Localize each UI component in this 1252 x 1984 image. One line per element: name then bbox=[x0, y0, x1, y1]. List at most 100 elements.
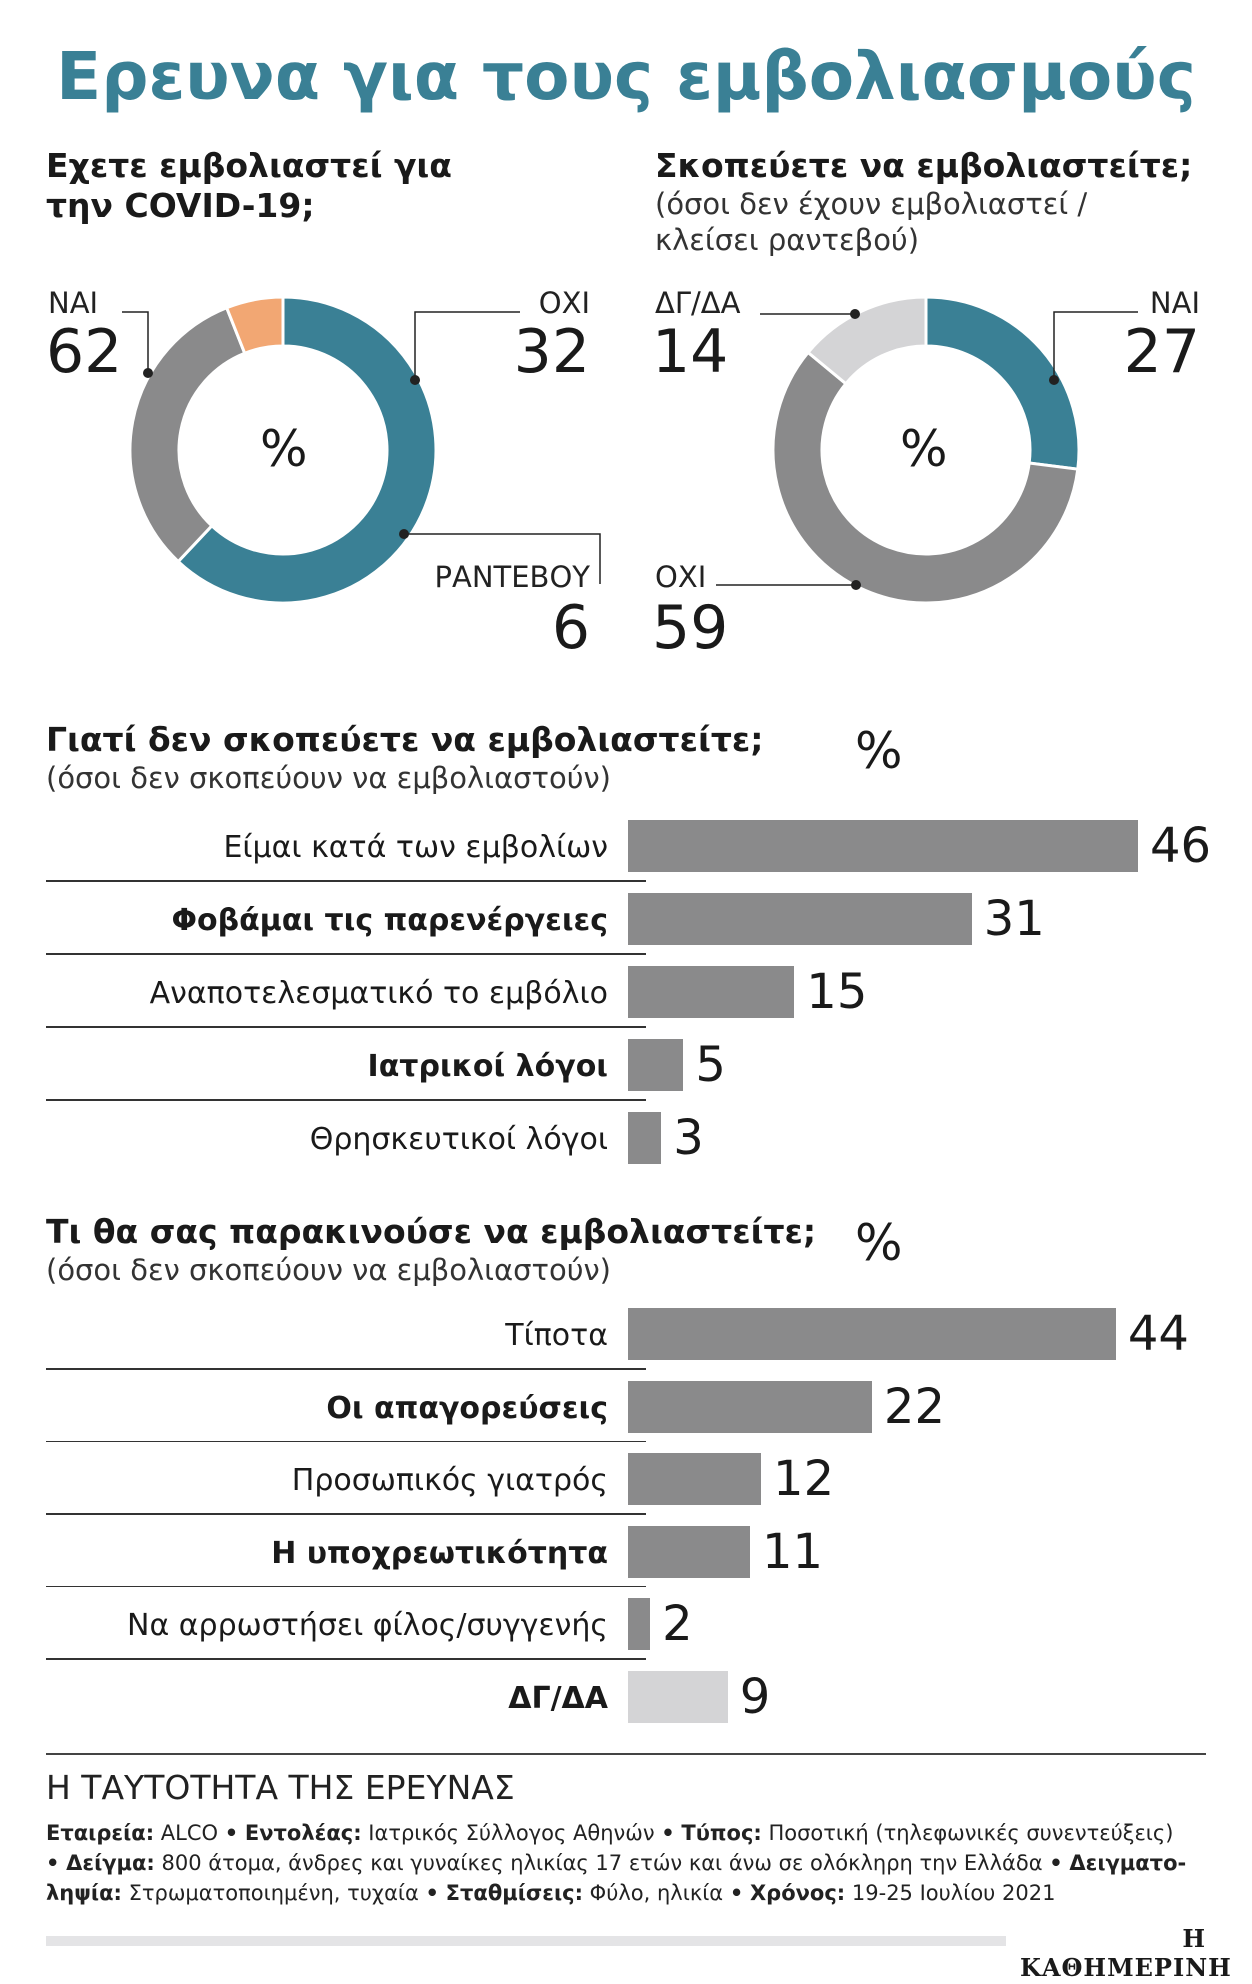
bars1-separator-2 bbox=[46, 1026, 646, 1028]
donut1-title-line1: Εχετε εμβολιαστεί για bbox=[46, 146, 452, 185]
bullet: • bbox=[224, 1821, 239, 1845]
bars1-value-2: 15 bbox=[806, 964, 868, 1020]
bars1-bar-1 bbox=[628, 893, 972, 945]
bars2-value-2: 12 bbox=[773, 1451, 835, 1507]
donut2-nai-value: 27 bbox=[1123, 317, 1200, 387]
donut2-subtitle-line2: κλείσει ραντεβού) bbox=[655, 223, 920, 257]
bars2-bar-0 bbox=[628, 1308, 1116, 1360]
bars2-separator-4 bbox=[46, 1658, 646, 1660]
donut2-slice-2 bbox=[805, 295, 928, 386]
bars2-label-0: Τίποτα bbox=[505, 1318, 608, 1353]
donut2-ring bbox=[771, 295, 1081, 605]
donut2-percent-symbol: % bbox=[900, 420, 948, 478]
bars2-separator-0 bbox=[46, 1368, 646, 1370]
bars1-bar-4 bbox=[628, 1112, 662, 1164]
bars2-value-1: 22 bbox=[883, 1378, 945, 1435]
sampling-label-part1: Δειγματο- bbox=[1069, 1851, 1187, 1875]
bars1-separator-0 bbox=[46, 880, 646, 882]
bars2-bar-4 bbox=[628, 1598, 651, 1650]
leader-line-oxi-1 bbox=[414, 311, 520, 380]
bars1-value-3: 5 bbox=[695, 1037, 726, 1093]
footer-details: Εταιρεία: ALCO • Εντολέας: Ιατρικός Σύλλ… bbox=[46, 1818, 1186, 1908]
sample-label: Δείγμα: bbox=[66, 1851, 155, 1875]
bars2-separator-1 bbox=[46, 1440, 646, 1442]
client-label: Εντολέας: bbox=[244, 1821, 362, 1845]
bars1-title-block: Γιατί δεν σκοπεύετε να εμβολιαστείτε; (ό… bbox=[46, 720, 763, 796]
donut2-title: Σκοπεύετε να εμβολιαστείτε; bbox=[655, 146, 1193, 185]
bars1-bar-2 bbox=[628, 966, 795, 1018]
leader-dot-oxi-2 bbox=[851, 580, 861, 590]
footer-bottom-stripe bbox=[46, 1936, 1006, 1946]
leader-line-nai-2 bbox=[1053, 311, 1138, 380]
time-label: Χρόνος: bbox=[749, 1881, 846, 1905]
donut1-ring bbox=[128, 295, 438, 605]
bars1-title: Γιατί δεν σκοπεύετε να εμβολιαστείτε; bbox=[46, 720, 764, 759]
bullet: • bbox=[729, 1881, 744, 1905]
bars2-bar-5 bbox=[628, 1670, 728, 1723]
leader-dot-rantevou bbox=[399, 529, 409, 539]
bars2-value-5: 9 bbox=[739, 1668, 771, 1725]
donut1-slice-1 bbox=[128, 305, 247, 564]
bars2-value-4: 2 bbox=[662, 1596, 693, 1652]
bars2-title-block: Τι θα σας παρακινούσε να εμβολιαστείτε; … bbox=[46, 1212, 816, 1288]
bars1-value-4: 3 bbox=[673, 1110, 704, 1166]
bars1-label-3: Ιατρικοί λόγοι bbox=[367, 1049, 608, 1084]
donut2-dgda-label: ΔΓ/ΔΑ bbox=[655, 286, 741, 320]
type-label: Τύπος: bbox=[681, 1821, 762, 1845]
leader-dot-nai-2 bbox=[1049, 375, 1059, 385]
donut2-dgda-value: 14 bbox=[652, 317, 729, 387]
donut2-oxi-label: ΟΧΙ bbox=[655, 560, 707, 594]
brand-logo: Η ΚΑΘΗΜΕΡΙΝΗ bbox=[1020, 1924, 1232, 1982]
weights-value: Φύλο, ηλικία bbox=[589, 1881, 724, 1905]
bars2-percent-symbol: % bbox=[855, 1214, 903, 1272]
client-value: Ιατρικός Σύλλογος Αθηνών bbox=[368, 1821, 655, 1845]
donut1-slice-2 bbox=[224, 295, 285, 356]
weights-label: Σταθμίσεις: bbox=[445, 1881, 583, 1905]
sampling-label-part2: ληψία: bbox=[46, 1881, 122, 1905]
donut1-percent-symbol: % bbox=[260, 420, 308, 478]
leader-line-nai-1 bbox=[122, 311, 149, 373]
sample-value: 800 άτομα, άνδρες και γυναίκες ηλικίας 1… bbox=[161, 1851, 1043, 1875]
donut1-oxi-value: 32 bbox=[513, 317, 590, 387]
donut1-rantevou-value: 6 bbox=[551, 593, 590, 663]
leader-dot-dgda bbox=[850, 309, 860, 319]
bars1-label-2: Αναποτελεσματικό το εμβόλιο bbox=[149, 976, 608, 1011]
donut2-oxi-value: 59 bbox=[652, 593, 729, 663]
donut1-nai-label: ΝΑΙ bbox=[48, 286, 99, 320]
leader-dot-nai-1 bbox=[143, 368, 153, 378]
bars1-percent-symbol: % bbox=[855, 722, 903, 780]
bars2-separator-2 bbox=[46, 1513, 646, 1515]
bars1-label-0: Είμαι κατά των εμβολίων bbox=[223, 830, 608, 865]
donut1-nai-value: 62 bbox=[46, 317, 123, 387]
sampling-value: Στρωματοποιημένη, τυχαία bbox=[128, 1881, 419, 1905]
bars2-bar-1 bbox=[628, 1380, 872, 1433]
bars2-bar-2 bbox=[628, 1453, 762, 1505]
donut-charts-svg bbox=[122, 295, 1138, 605]
bars1-value-0: 46 bbox=[1150, 818, 1212, 874]
donut1-title: Εχετε εμβολιαστεί για την COVID-19; bbox=[46, 146, 452, 226]
footer-divider bbox=[46, 1753, 1206, 1755]
footer-line-1: Εταιρεία: ALCO • Εντολέας: Ιατρικός Σύλλ… bbox=[46, 1818, 1186, 1848]
leader-line-rantevou bbox=[404, 533, 601, 584]
time-value: 19-25 Ιουλίου 2021 bbox=[851, 1881, 1056, 1905]
bars2-label-3: Η υποχρεωτικότητα bbox=[271, 1535, 608, 1571]
bars2-value-3: 11 bbox=[761, 1523, 824, 1580]
bars1-separator-1 bbox=[46, 953, 646, 955]
leader-dot-oxi-1 bbox=[410, 375, 420, 385]
bullet: • bbox=[661, 1821, 675, 1845]
bars1-subtitle: (όσοι δεν σκοπεύουν να εμβολιαστούν) bbox=[46, 761, 611, 795]
bars2-bar-3 bbox=[628, 1525, 750, 1578]
bars1-bar-0 bbox=[628, 820, 1138, 872]
bars2-subtitle: (όσοι δεν σκοπεύουν να εμβολιαστούν) bbox=[46, 1253, 611, 1287]
footer-heading: Η ΤΑΥΤΟΤΗΤΑ ΤΗΣ ΕΡΕΥΝΑΣ bbox=[46, 1768, 515, 1807]
donut1-slice-0 bbox=[176, 295, 438, 605]
main-title: Ερευνα για τους εμβολιασμούς bbox=[56, 38, 1196, 115]
bullet: • bbox=[46, 1851, 60, 1875]
donut1-rantevou-label: ΡΑΝΤΕΒΟΥ bbox=[434, 560, 591, 594]
donut2-slice-1 bbox=[771, 350, 1080, 605]
bullet: • bbox=[425, 1881, 439, 1905]
bars1-label-4: Θρησκευτικοί λόγοι bbox=[309, 1122, 608, 1157]
bars1-bar-3 bbox=[628, 1039, 684, 1091]
donut2-subtitle-line1: (όσοι δεν έχουν εμβολιαστεί / bbox=[655, 187, 1088, 221]
company-label: Εταιρεία: bbox=[46, 1821, 155, 1845]
